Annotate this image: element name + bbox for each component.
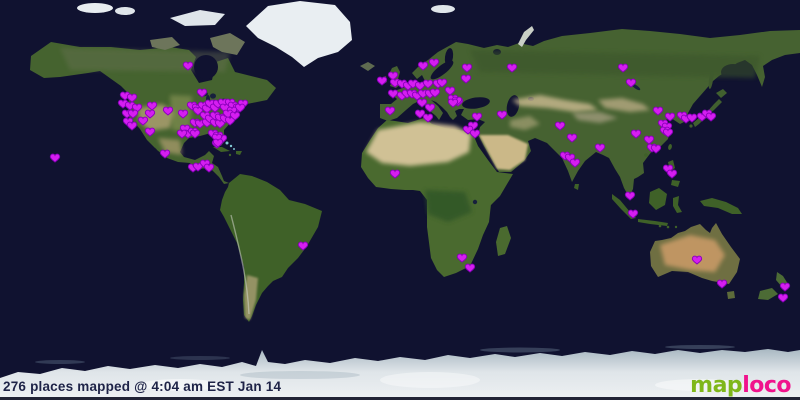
logo-loco-text: loco [742,373,791,398]
new-zealand [776,272,788,287]
maploco-logo[interactable]: maploco [690,373,791,398]
logo-map-text: map [690,373,743,398]
antarctica [0,349,800,400]
greenland [246,1,352,67]
places-mapped-caption: 276 places mapped @ 4:04 am EST Jan 14 [3,379,282,394]
sea-ice [35,345,735,364]
